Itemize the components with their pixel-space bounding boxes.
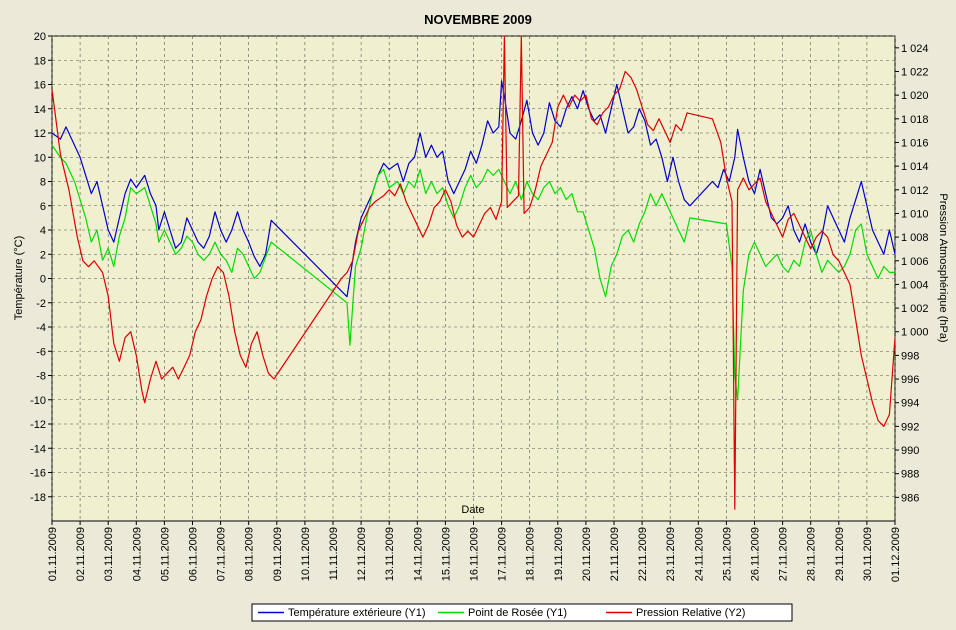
y2-tick-label: 998 <box>901 350 919 362</box>
x-tick-label: 23.11.2009 <box>665 527 677 581</box>
x-tick-label: 01.11.2009 <box>47 527 59 581</box>
x-tick-label: 27.11.2009 <box>778 527 790 581</box>
y2-tick-label: 1 000 <box>901 327 929 339</box>
y1-tick-label: 6 <box>40 201 46 213</box>
x-tick-label: 24.11.2009 <box>693 527 705 581</box>
y2-tick-label: 992 <box>901 421 919 433</box>
x-tick-label: 16.11.2009 <box>469 527 481 581</box>
pressure-line <box>51 35 896 510</box>
y1-tick-label: -10 <box>30 395 46 407</box>
x-tick-label: 21.11.2009 <box>609 527 621 581</box>
x-tick-label: 17.11.2009 <box>497 527 509 581</box>
legend: Température extérieure (Y1) Point de Rosé… <box>251 603 793 622</box>
y1-tick-label: -8 <box>36 371 46 383</box>
y1-tick-label: 16 <box>34 80 46 92</box>
x-tick-label: 14.11.2009 <box>412 527 424 581</box>
y1-tick-label: -16 <box>30 468 46 480</box>
y1-tick-label: 14 <box>34 104 46 116</box>
x-tick-label: 15.11.2009 <box>440 527 452 581</box>
x-tick-label: 03.11.2009 <box>103 527 115 581</box>
x-tick-label: 02.11.2009 <box>75 527 87 581</box>
x-tick-label: 10.11.2009 <box>300 527 312 581</box>
x-tick-label: 28.11.2009 <box>806 527 818 581</box>
legend-label: Point de Rosée (Y1) <box>468 607 567 619</box>
x-tick-label: 08.11.2009 <box>244 527 256 581</box>
series-layer <box>51 35 896 510</box>
temperature-line <box>51 80 896 298</box>
x-tick-label: 13.11.2009 <box>384 527 396 581</box>
x-tick-label: 06.11.2009 <box>188 527 200 581</box>
y1-tick-label: -14 <box>30 443 46 455</box>
y1-tick-label: -6 <box>36 346 46 358</box>
y2-tick-label: 1 020 <box>901 90 929 102</box>
y1-tick-label: -4 <box>36 322 46 334</box>
x-tick-label: 12.11.2009 <box>356 527 368 581</box>
x-tick-label: 20.11.2009 <box>581 527 593 581</box>
y1-tick-label: 8 <box>40 177 46 189</box>
y1-tick-label: 12 <box>34 128 46 140</box>
x-tick-label: 09.11.2009 <box>272 527 284 581</box>
x-tick-label: 07.11.2009 <box>216 527 228 581</box>
y2-tick-label: 1 002 <box>901 303 929 315</box>
x-tick-label: 01.12.2009 <box>890 527 902 582</box>
legend-label: Température extérieure (Y1) <box>288 607 426 619</box>
x-tick-label: 19.11.2009 <box>553 527 565 581</box>
y1-tick-label: -12 <box>30 419 46 431</box>
y2-tick-label: 990 <box>901 445 919 457</box>
x-tick-label: 05.11.2009 <box>159 527 171 581</box>
y2-tick-label: 996 <box>901 374 919 386</box>
x-axis-label: Date <box>461 504 484 516</box>
y1-axis-label: Température (°C) <box>13 236 25 320</box>
x-tick-label: 29.11.2009 <box>834 527 846 581</box>
y2-tick-label: 1 012 <box>901 185 929 197</box>
y1-tick-label: 2 <box>40 249 46 261</box>
y2-tick-label: 988 <box>901 469 919 481</box>
y2-tick-label: 1 016 <box>901 137 929 149</box>
x-tick-label: 11.11.2009 <box>328 527 340 580</box>
y1-tick-label: 0 <box>40 274 46 286</box>
legend-box <box>251 603 793 622</box>
y1-tick-label: -2 <box>36 298 46 310</box>
y2-tick-label: 1 018 <box>901 114 929 126</box>
y2-axis-label: Pression Atmosphérique (hPa) <box>937 193 949 342</box>
x-ticks: 01.11.2009 02.11.2009 03.11.2009 04.11.2009… <box>47 521 902 582</box>
y1-tick-label: 20 <box>34 31 46 43</box>
grid <box>51 35 896 521</box>
x-tick-label: 22.11.2009 <box>637 527 649 581</box>
x-tick-label: 18.11.2009 <box>525 527 537 581</box>
y1-tick-label: -18 <box>30 492 46 504</box>
y2-tick-label: 994 <box>901 398 919 410</box>
x-tick-label: 25.11.2009 <box>721 527 733 581</box>
dewpoint-line <box>51 144 895 401</box>
legend-label: Pression Relative (Y2) <box>636 607 745 619</box>
y1-tick-label: 4 <box>40 225 46 237</box>
y1-tick-label: 10 <box>34 152 46 164</box>
y2-tick-label: 1 008 <box>901 232 929 244</box>
y2-tick-label: 1 006 <box>901 256 929 268</box>
y1-tick-label: 18 <box>34 55 46 67</box>
x-tick-label: 26.11.2009 <box>750 527 762 581</box>
y2-tick-label: 1 022 <box>901 66 929 78</box>
y2-ticks: 1 024 1 022 1 020 1 018 1 016 1 014 1 012 1 010… <box>895 43 929 504</box>
chart-title: NOVEMBRE 2009 <box>424 12 532 27</box>
x-tick-label: 30.11.2009 <box>862 527 874 581</box>
y2-tick-label: 1 010 <box>901 208 929 220</box>
y2-tick-label: 986 <box>901 492 919 504</box>
y2-tick-label: 1 024 <box>901 43 929 55</box>
y2-tick-label: 1 014 <box>901 161 929 173</box>
x-tick-label: 04.11.2009 <box>131 527 143 581</box>
y2-tick-label: 1 004 <box>901 279 929 291</box>
